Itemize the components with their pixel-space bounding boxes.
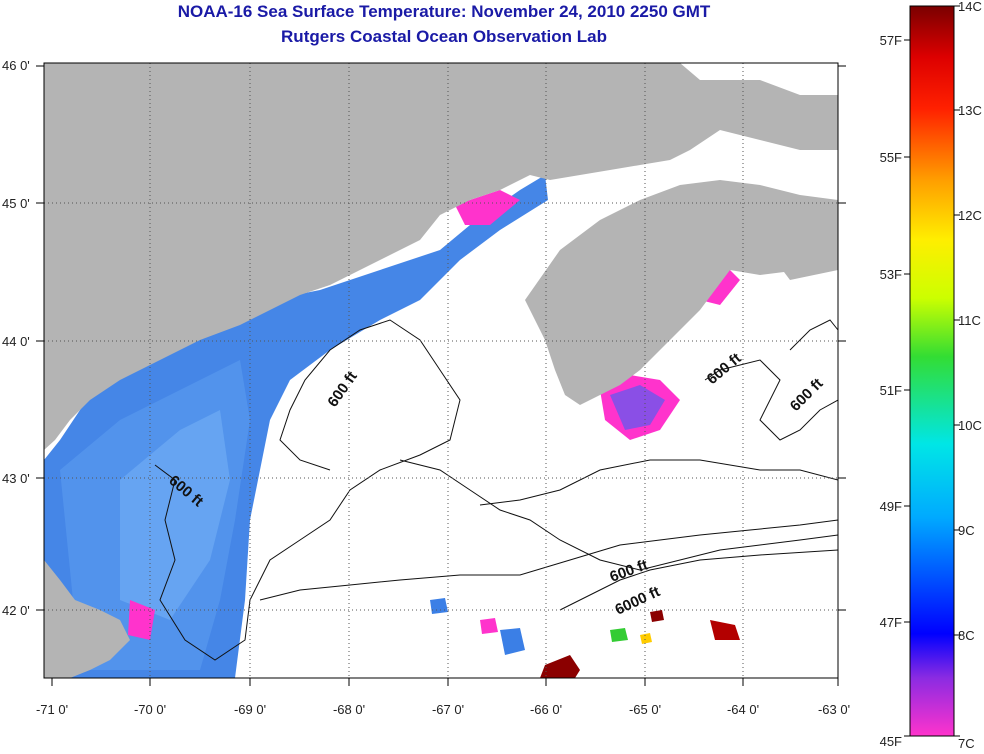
lon-label: -68 0': [333, 702, 365, 717]
land-nova-scotia: [525, 180, 838, 405]
map-frame: [43, 62, 839, 679]
lat-label: 45 0': [2, 196, 30, 211]
graticule: [44, 63, 838, 678]
map-title: NOAA-16 Sea Surface Temperature: Novembe…: [177, 2, 711, 21]
lon-label: -66 0': [530, 702, 562, 717]
lat-label: 44 0': [2, 334, 30, 349]
lon-label: -65 0': [629, 702, 661, 717]
lat-label: 46 0': [2, 58, 30, 73]
lat-label: 43 0': [2, 471, 30, 486]
tick-marks: [36, 65, 846, 686]
lat-label: 42 0': [2, 603, 30, 618]
lon-label: -71 0': [36, 702, 68, 717]
land-mainland: [44, 63, 838, 450]
lon-label: -69 0': [234, 702, 266, 717]
lon-label: -67 0': [432, 702, 464, 717]
lon-label: -63 0': [818, 702, 850, 717]
map-subtitle: Rutgers Coastal Ocean Observation Lab: [281, 27, 607, 46]
lon-label: -70 0': [134, 702, 166, 717]
bathymetry-contours: [154, 319, 838, 661]
lon-label: -64 0': [727, 702, 759, 717]
